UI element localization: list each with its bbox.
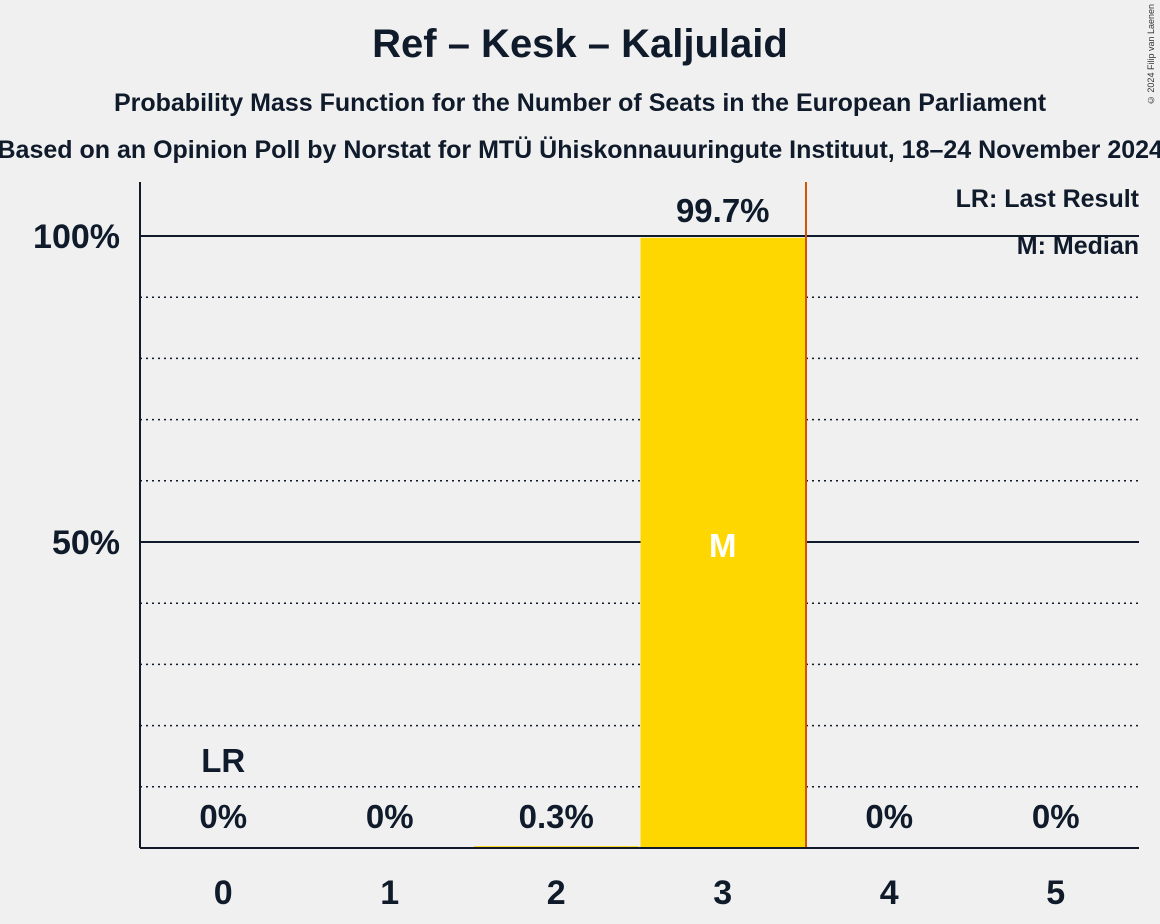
bar	[640, 237, 805, 848]
x-tick-label: 4	[880, 874, 899, 912]
value-label: 0.3%	[519, 798, 594, 835]
chart-subtitle: Probability Mass Function for the Number…	[113, 89, 1047, 117]
chart-source: Based on an Opinion Poll by Norstat for …	[0, 136, 1160, 165]
x-tick-label: 0	[214, 874, 233, 912]
value-label: 0%	[865, 798, 913, 835]
last-result-marker: LR	[201, 742, 245, 779]
y-tick-label: 50%	[52, 524, 120, 562]
value-label: 0%	[366, 798, 414, 835]
x-tick-label: 1	[380, 874, 399, 912]
median-marker: M	[709, 527, 737, 564]
y-tick-label: 100%	[33, 218, 120, 256]
value-label: 0%	[1032, 798, 1080, 835]
legend-last-result: LR: Last Result	[955, 185, 1139, 213]
source-text: Based on an Opinion Poll by Norstat for …	[0, 136, 1160, 164]
x-tick-label: 2	[547, 874, 566, 912]
value-label: 0%	[199, 798, 247, 835]
x-tick-label: 5	[1046, 874, 1065, 912]
value-label: 99.7%	[676, 192, 770, 229]
chart-title: Ref – Kesk – Kaljulaid	[372, 22, 788, 66]
x-tick-label: 3	[713, 874, 732, 912]
